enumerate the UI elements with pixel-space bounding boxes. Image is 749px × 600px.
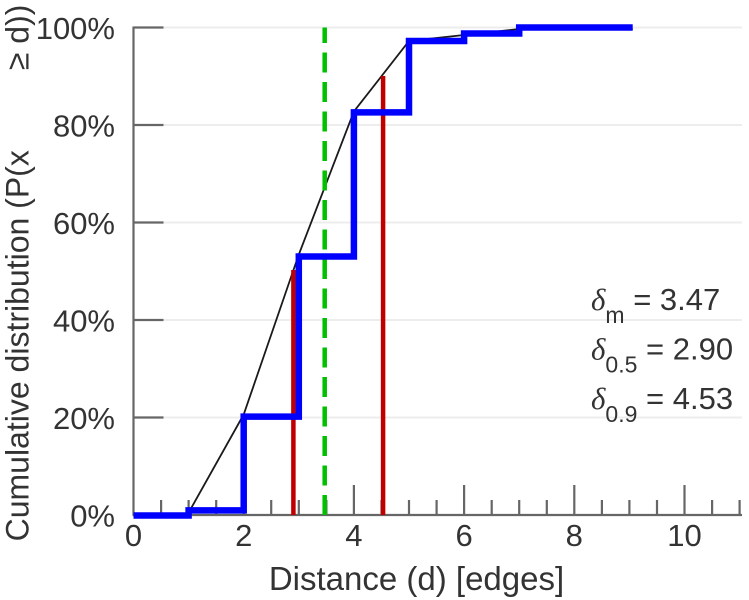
svg-text:4: 4 <box>345 518 362 553</box>
svg-text:δ0.5 = 2.90: δ0.5 = 2.90 <box>591 332 733 378</box>
svg-text:Distance (d) [edges]: Distance (d) [edges] <box>269 560 564 597</box>
svg-text:0%: 0% <box>70 499 115 534</box>
svg-text:δ0.9 = 4.53: δ0.9 = 4.53 <box>591 381 733 427</box>
svg-text:20%: 20% <box>53 401 115 436</box>
svg-text:10: 10 <box>667 518 701 553</box>
svg-text:80%: 80% <box>53 109 115 144</box>
svg-text:40%: 40% <box>53 304 115 339</box>
svg-text:Cumulative distribution (P(x: Cumulative distribution (P(x ≥ d)) <box>0 5 36 542</box>
svg-text:100%: 100% <box>36 11 115 46</box>
svg-text:2: 2 <box>235 518 252 553</box>
svg-text:δm = 3.47: δm = 3.47 <box>591 282 720 328</box>
svg-text:8: 8 <box>566 518 583 553</box>
svg-text:6: 6 <box>455 518 472 553</box>
svg-text:0: 0 <box>125 518 142 553</box>
svg-text:60%: 60% <box>53 206 115 241</box>
